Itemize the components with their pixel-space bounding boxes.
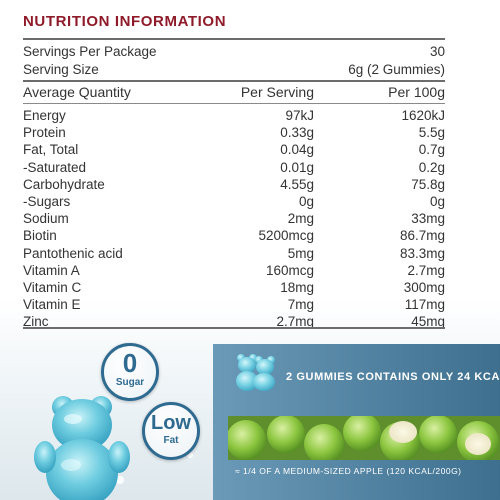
table-row: Pantothenic acid 5mg 83.3mg: [23, 245, 445, 262]
table-row: -Saturated 0.01g 0.2g: [23, 159, 445, 176]
low-fat-value: Low: [151, 412, 191, 434]
servings-per-package-label: Servings Per Package: [23, 44, 157, 59]
table-row: Zinc 2.7mg 45mg: [23, 313, 445, 330]
low-fat-label: Fat: [163, 435, 179, 446]
table-row: Sodium 2mg 33mg: [23, 210, 445, 227]
per-100g-value: 300mg: [403, 280, 445, 295]
per-100g-value: 83.3mg: [399, 245, 445, 261]
per-serving-value: 0.33g: [280, 125, 314, 141]
low-fat-badge: Low Fat: [142, 402, 200, 460]
table-row: Fat, Total 0.04g 0.7g: [23, 141, 445, 158]
nutrient-name: Carbohydrate: [23, 176, 105, 192]
nutrient-name: Energy: [23, 108, 66, 123]
per-serving-value: 7mg: [287, 297, 314, 313]
bottom-rule: [23, 327, 445, 329]
nutrient-name: -Saturated: [23, 159, 87, 175]
per-serving-value: 97kJ: [285, 108, 314, 123]
per-100g-value: 117mg: [404, 297, 445, 313]
servings-per-package-row: Servings Per Package 30: [23, 43, 445, 60]
per-100g-value: 0g: [429, 194, 445, 209]
per-100g-value: 45mg: [411, 314, 445, 330]
table-row: Carbohydrate 4.55g 75.8g: [23, 176, 445, 193]
header-rule-bottom: [23, 103, 445, 104]
per-serving-value: 5mg: [287, 245, 314, 261]
gummies-kcal-text: 2 GUMMIES CONTAINS ONLY 24 KCAL: [286, 371, 500, 383]
per-100g-value: 75.8g: [411, 176, 445, 192]
zero-sugar-label: Sugar: [115, 377, 145, 388]
nutrient-name: Vitamin E: [23, 297, 81, 313]
header-average-quantity: Average Quantity: [23, 84, 131, 100]
per-serving-value: 2mg: [287, 211, 314, 227]
apple-icon: [228, 416, 500, 460]
per-serving-value: 4.55g: [280, 176, 314, 192]
nutrient-name: Sodium: [23, 211, 69, 227]
nutrient-name: Zinc: [23, 314, 49, 330]
per-serving-value: 2.7mg: [276, 314, 314, 330]
gummy-bears-pair-icon: [236, 354, 275, 391]
per-serving-value: 5200mcg: [258, 228, 314, 244]
serving-size-row: Serving Size 6g (2 Gummies): [23, 61, 445, 78]
servings-per-package-value: 30: [429, 44, 445, 59]
per-serving-value: 0.01g: [280, 159, 314, 175]
per-100g-value: 0.7g: [418, 142, 445, 158]
zero-sugar-value: 0: [122, 348, 138, 378]
page-title: NUTRITION INFORMATION: [23, 13, 227, 30]
table-row: Biotin 5200mcg 86.7mg: [23, 227, 445, 244]
serving-size-label: Serving Size: [23, 62, 99, 77]
per-serving-value: 0g: [298, 194, 314, 209]
nutrient-name: Protein: [23, 125, 66, 141]
table-header-row: Average Quantity Per Serving Per 100g: [23, 84, 445, 101]
table-row: Protein 0.33g 5.5g: [23, 124, 445, 141]
per-100g-value: 33mg: [411, 211, 445, 227]
table-row: -Sugars 0g 0g: [23, 193, 445, 210]
nutrient-name: Pantothenic acid: [23, 245, 123, 261]
nutrient-name: -Sugars: [23, 194, 71, 209]
table-row: Vitamin C 18mg 300mg: [23, 279, 445, 296]
nutrient-name: Fat, Total: [23, 142, 79, 158]
apple-comparison-text: ≈ 1/4 OF A MEDIUM-SIZED APPLE (120 KCAL/…: [235, 466, 462, 476]
nutrient-name: Vitamin C: [23, 280, 82, 295]
table-row: Vitamin E 7mg 117mg: [23, 296, 445, 313]
per-100g-value: 0.2g: [418, 159, 445, 175]
gummy-bear-icon: [34, 396, 130, 500]
per-100g-value: 86.7mg: [399, 228, 445, 244]
per-100g-value: 2.7mg: [407, 262, 445, 278]
per-100g-value: 5.5g: [418, 125, 445, 141]
header-per-100g: Per 100g: [388, 84, 445, 100]
per-100g-value: 1620kJ: [401, 108, 445, 123]
header-rule-top: [23, 80, 445, 82]
nutrient-name: Vitamin A: [23, 262, 80, 278]
top-rule: [23, 38, 445, 40]
header-per-serving: Per Serving: [240, 84, 314, 100]
table-row: Vitamin A 160mcg 2.7mg: [23, 262, 445, 279]
zero-sugar-badge: 0 Sugar: [101, 343, 159, 401]
per-serving-value: 160mcg: [265, 262, 314, 278]
nutrient-name: Biotin: [23, 228, 57, 244]
per-serving-value: 18mg: [280, 280, 314, 295]
per-serving-value: 0.04g: [280, 142, 314, 158]
table-row: Energy 97kJ 1620kJ: [23, 107, 445, 124]
serving-size-value: 6g (2 Gummies): [348, 62, 445, 77]
